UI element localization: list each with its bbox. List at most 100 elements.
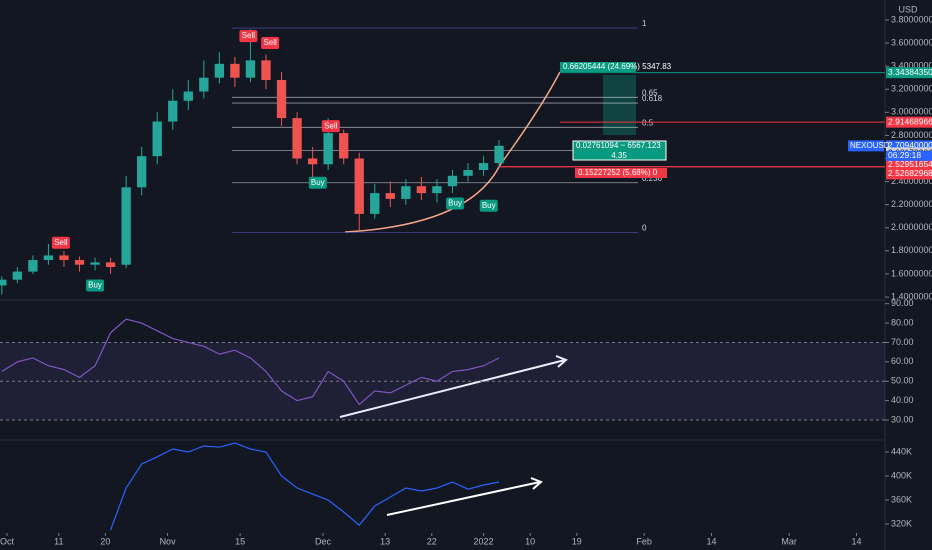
candle-body bbox=[478, 163, 489, 171]
y-tick-label: 3.60000000 bbox=[891, 37, 932, 47]
candle-body bbox=[385, 193, 395, 199]
y-tick-label: 2.80000000 bbox=[891, 130, 932, 140]
countdown-tag bbox=[886, 150, 932, 161]
y-tick-label: 2.00000000 bbox=[891, 222, 932, 232]
y-tick-label: 30.00 bbox=[891, 414, 914, 424]
signal-label: Buy bbox=[88, 281, 102, 290]
candle-body bbox=[416, 186, 427, 194]
fib-label: 0 bbox=[642, 223, 647, 232]
x-tick-label: Nov bbox=[160, 536, 177, 546]
arrow-head bbox=[530, 477, 543, 490]
y-tick-label: 80.00 bbox=[891, 317, 914, 327]
y-tick-label: 440K bbox=[891, 446, 912, 456]
signal-marker bbox=[479, 199, 498, 212]
y-tick-label: 3.40000000 bbox=[891, 61, 932, 71]
signal-label: Sell bbox=[263, 38, 277, 47]
price-tag bbox=[886, 168, 932, 180]
signal-marker bbox=[239, 30, 258, 43]
y-tick-label: 320K bbox=[891, 518, 912, 528]
position-box bbox=[572, 140, 667, 161]
candle-body bbox=[28, 260, 38, 272]
candle-body bbox=[105, 262, 116, 267]
signal-label: Sell bbox=[242, 31, 256, 40]
position-label: 0.02761094 ~ 6567.123 bbox=[576, 141, 661, 150]
series-line bbox=[110, 442, 500, 531]
signal-label: Sell bbox=[54, 238, 68, 247]
candle-body bbox=[90, 262, 100, 265]
y-tick-label: 3.00000000 bbox=[891, 107, 932, 117]
price-tag-label: 3.34384350 bbox=[888, 67, 932, 77]
position-label: 0.15227252 (5.68%) 0 bbox=[578, 168, 658, 177]
x-tick-label: Mar bbox=[781, 536, 797, 546]
y-tick-label: 400K bbox=[891, 470, 912, 480]
candle-body bbox=[121, 187, 131, 265]
candle-body bbox=[432, 186, 442, 194]
x-tick-label: 11 bbox=[54, 536, 63, 546]
price-tag bbox=[886, 67, 932, 79]
candle-body bbox=[168, 100, 178, 122]
candle-body bbox=[354, 158, 364, 214]
candle-body bbox=[494, 145, 504, 164]
position-label: 4.35 bbox=[611, 151, 627, 160]
y-tick-label: 2.40000000 bbox=[891, 176, 932, 186]
y-tick-label: 60.00 bbox=[891, 356, 914, 366]
signal-label: Buy bbox=[311, 178, 325, 187]
signal-marker bbox=[51, 236, 70, 249]
y-tick-label: 40.00 bbox=[891, 395, 914, 405]
x-tick-label: 14 bbox=[852, 536, 862, 546]
x-tick-label: 13 bbox=[380, 536, 390, 546]
candle-body bbox=[152, 121, 162, 157]
x-tick-label: 10 bbox=[525, 536, 535, 546]
arrow-head bbox=[555, 355, 568, 368]
fib-label: 0.65 bbox=[642, 88, 658, 97]
candle-body bbox=[137, 156, 147, 188]
price-tag bbox=[886, 140, 932, 152]
candle-body bbox=[74, 260, 85, 265]
candle-body bbox=[339, 133, 349, 159]
signal-marker bbox=[261, 37, 280, 50]
signal-label: Sell bbox=[324, 121, 338, 130]
y-tick-label: 2.20000000 bbox=[891, 199, 932, 209]
y-tick-label: 3.80000000 bbox=[891, 14, 932, 24]
x-tick-label: Oct bbox=[0, 536, 14, 546]
price-tag-label: 2.52951654 bbox=[888, 159, 932, 169]
candle-body bbox=[199, 77, 209, 92]
x-tick-label: 2022 bbox=[474, 536, 494, 546]
y-tick-label: 360K bbox=[891, 494, 912, 504]
position-zone bbox=[603, 75, 636, 135]
y-tick-label: 1.40000000 bbox=[891, 291, 932, 301]
x-tick-label: 14 bbox=[706, 536, 716, 546]
symbol-tag bbox=[848, 140, 884, 152]
fib-label: 0.236 bbox=[642, 174, 663, 183]
currency: USD bbox=[898, 4, 918, 14]
candle-body bbox=[245, 60, 256, 78]
rsi-band bbox=[0, 342, 885, 421]
signal-label: Buy bbox=[448, 199, 462, 208]
candle-body bbox=[183, 91, 193, 101]
x-tick-label: Dec bbox=[315, 536, 332, 546]
candle-body bbox=[0, 279, 7, 286]
series-line bbox=[1, 318, 500, 406]
fib-label: 0.618 bbox=[642, 94, 663, 103]
y-tick-label: 1.80000000 bbox=[891, 245, 932, 255]
candle-body bbox=[43, 255, 54, 261]
trend-arrow bbox=[339, 359, 566, 418]
candle-body bbox=[276, 79, 287, 119]
position-box bbox=[560, 62, 636, 72]
candle-body bbox=[59, 255, 69, 261]
x-tick-label: Feb bbox=[636, 536, 652, 546]
candle-body bbox=[401, 186, 411, 199]
x-tick-label: 15 bbox=[235, 536, 245, 546]
candle-body bbox=[292, 118, 302, 159]
y-tick-label: 70.00 bbox=[891, 337, 914, 347]
position-box bbox=[575, 168, 667, 178]
x-tick-label: 20 bbox=[100, 536, 110, 546]
countdown: 06:29:18 bbox=[888, 150, 921, 160]
candle-body bbox=[463, 170, 473, 176]
fib-label: 1 bbox=[642, 19, 647, 28]
signal-marker bbox=[308, 176, 327, 189]
x-tick-label: 19 bbox=[572, 536, 582, 546]
candle-body bbox=[261, 60, 271, 80]
signal-marker bbox=[86, 279, 105, 292]
